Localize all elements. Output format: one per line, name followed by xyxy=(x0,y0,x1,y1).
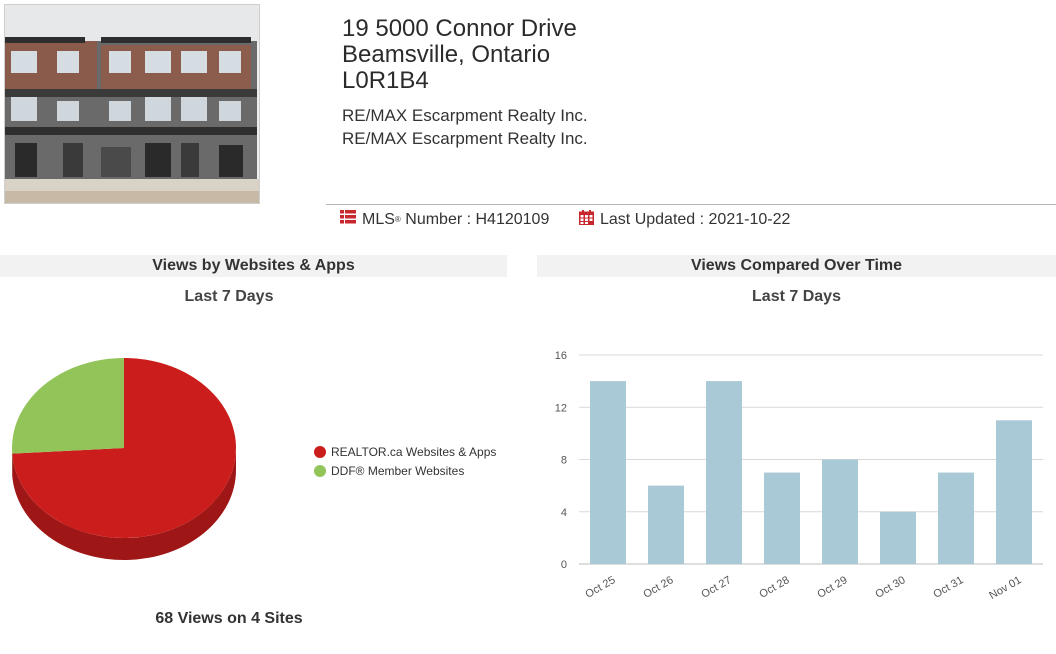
bar[interactable] xyxy=(590,381,626,564)
y-tick-label: 8 xyxy=(561,455,567,467)
y-tick-label: 0 xyxy=(561,559,567,571)
bar[interactable] xyxy=(996,420,1032,564)
last-updated-text: Last Updated : 2021-10-22 xyxy=(600,211,791,228)
mls-label: MLS xyxy=(362,210,395,228)
listing-meta-bar: MLS ® Number : H4120109 Last Updated : 20… xyxy=(326,204,1056,234)
bar[interactable] xyxy=(938,472,974,564)
x-tick-label: Oct 30 xyxy=(873,574,907,601)
bar[interactable] xyxy=(880,511,916,564)
legend-label-realtor: REALTOR.ca Websites & Apps xyxy=(331,444,497,459)
calendar-icon xyxy=(579,210,594,230)
views-pie-chart xyxy=(11,358,236,561)
x-tick-label: Oct 29 xyxy=(815,574,849,601)
address-line-1: 19 5000 Connor Drive xyxy=(342,15,577,42)
views-bar-chart: 0 4 8 12 16 Oct 25 Oct 26 Oct 27 Oct 28 Oct 29 Oct… xyxy=(555,350,1043,602)
pie-legend: REALTOR.ca Websites & Apps DDF® Member W… xyxy=(314,442,496,480)
bar[interactable] xyxy=(764,472,800,564)
address-line-2: Beamsville, Ontario xyxy=(342,41,551,68)
mls-number: MLS ® Number : H4120109 xyxy=(340,210,549,229)
x-tick-label: Oct 25 xyxy=(583,574,617,601)
bar[interactable] xyxy=(706,381,742,564)
brokerage-name: RE/MAX Escarpment Realty Inc. xyxy=(342,129,588,148)
views-over-time-heading: Views Compared Over Time xyxy=(537,255,1056,277)
mls-reg: ® xyxy=(394,215,401,224)
views-total: 68 Views on 4 Sites xyxy=(155,610,303,627)
bar[interactable] xyxy=(648,485,684,564)
x-tick-label: Nov 01 xyxy=(987,574,1023,602)
bar[interactable] xyxy=(822,459,858,565)
property-photo[interactable] xyxy=(4,4,260,204)
pie-slice[interactable] xyxy=(11,358,124,454)
legend-swatch-ddf xyxy=(314,464,326,477)
legend-label-ddf: DDF® Member Websites xyxy=(331,463,465,478)
legend-item-realtor[interactable]: REALTOR.ca Websites & Apps xyxy=(314,442,496,461)
listing-address: 19 5000 Connor Drive Beamsville, Ontario… xyxy=(342,16,577,94)
y-tick-label: 16 xyxy=(555,350,567,362)
x-tick-label: Oct 31 xyxy=(931,574,965,601)
postal-code: L0R1B4 xyxy=(342,67,429,94)
mls-value: Number : H4120109 xyxy=(400,210,550,228)
last-updated: Last Updated : 2021-10-22 xyxy=(579,210,790,230)
views-over-time-subheading: Last 7 Days xyxy=(752,288,841,305)
views-by-site-subheading: Last 7 Days xyxy=(184,288,274,305)
list-icon xyxy=(340,210,356,229)
legend-swatch-realtor xyxy=(314,445,326,458)
brokerage-name: RE/MAX Escarpment Realty Inc. xyxy=(342,106,588,125)
views-by-site-heading: Views by Websites & Apps xyxy=(0,255,507,277)
x-tick-label: Oct 28 xyxy=(757,574,791,601)
pie-slice-side xyxy=(12,448,236,561)
x-tick-label: Oct 26 xyxy=(641,574,675,601)
y-tick-label: 4 xyxy=(561,507,567,519)
legend-item-ddf[interactable]: DDF® Member Websites xyxy=(314,461,496,480)
x-tick-label: Oct 27 xyxy=(699,574,733,601)
y-tick-label: 12 xyxy=(555,402,567,414)
pie-slice[interactable] xyxy=(12,358,236,538)
brokerage-list: RE/MAX Escarpment Realty Inc. RE/MAX Esc… xyxy=(342,104,588,150)
